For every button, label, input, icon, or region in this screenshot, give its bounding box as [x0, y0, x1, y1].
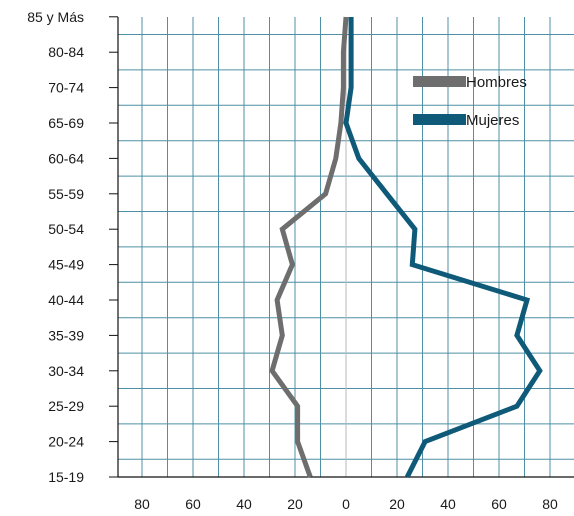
legend-label-hombres: Hombres [466, 74, 527, 91]
y-tick-label: 20-24 [48, 434, 84, 450]
grid-lines [118, 17, 574, 477]
y-tick-label: 25-29 [48, 398, 84, 414]
axes [109, 16, 574, 478]
y-tick-label: 45-49 [48, 257, 84, 273]
series-line-mujeres [343, 17, 543, 479]
y-tick-label: 50-54 [48, 221, 84, 237]
y-tick-label: 30-34 [48, 363, 84, 379]
legend-swatch-mujeres [413, 114, 466, 125]
legend-label-mujeres: Mujeres [466, 112, 519, 129]
x-tick-label: 80 [542, 496, 558, 512]
y-tick-label: 70-74 [48, 80, 84, 96]
legend: Hombres Mujeres [413, 74, 527, 129]
series-line-hombres [269, 16, 349, 478]
x-tick-label: 60 [185, 496, 201, 512]
x-axis-tick-labels: 80 60 40 20 0 20 40 60 80 [134, 496, 558, 512]
y-tick-label: 40-44 [48, 292, 84, 308]
y-tick-label: 85 y Más [27, 9, 84, 25]
y-tick-label: 65-69 [48, 115, 84, 131]
x-tick-label: 20 [287, 496, 303, 512]
y-axis-tick-labels: 15-19 20-24 25-29 30-34 35-39 40-44 45-49 50-54… [27, 9, 84, 485]
x-tick-label: 40 [236, 496, 252, 512]
x-tick-label: 60 [491, 496, 507, 512]
x-tick-label: 80 [134, 496, 150, 512]
x-tick-label: 40 [440, 496, 456, 512]
y-tick-label: 80-84 [48, 44, 84, 60]
y-tick-label: 35-39 [48, 327, 84, 343]
legend-swatch-hombres [413, 76, 466, 87]
y-tick-label: 60-64 [48, 150, 84, 166]
x-tick-label: 20 [389, 496, 405, 512]
series-lines [269, 16, 543, 479]
y-tick-label: 15-19 [48, 469, 84, 485]
x-tick-label: 0 [342, 496, 350, 512]
y-tick-label: 55-59 [48, 186, 84, 202]
